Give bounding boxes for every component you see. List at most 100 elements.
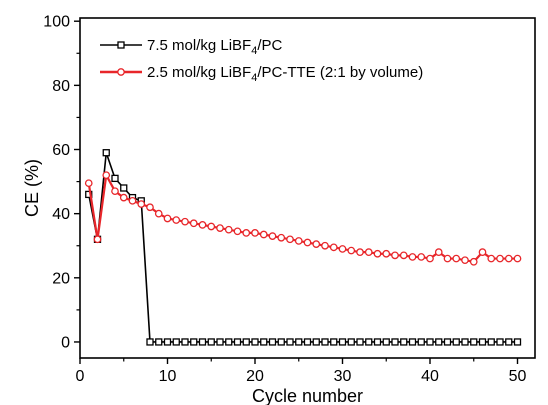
y-tick-label: 100 <box>43 14 70 31</box>
data-point <box>330 338 338 346</box>
data-point <box>408 253 417 261</box>
data-point <box>321 338 329 346</box>
y-tick-label: 80 <box>52 78 70 95</box>
data-point <box>347 246 356 255</box>
data-point <box>452 254 461 263</box>
data-point <box>356 248 364 257</box>
data-point <box>452 338 460 346</box>
data-point <box>137 200 146 208</box>
data-point <box>434 248 443 257</box>
data-point <box>216 224 224 232</box>
data-point <box>268 232 277 240</box>
data-point <box>443 338 452 346</box>
data-point <box>513 254 522 263</box>
data-point <box>233 338 242 346</box>
data-point <box>119 193 128 202</box>
data-point <box>154 209 163 218</box>
data-point <box>435 338 443 346</box>
data-point <box>172 216 181 224</box>
series-2 <box>84 171 522 266</box>
data-point <box>146 203 154 212</box>
data-point <box>242 229 251 237</box>
legend-label-part: /PC-TTE (2:1 by volume) <box>257 64 423 81</box>
data-point <box>85 190 93 199</box>
data-point <box>268 338 277 346</box>
legend-label: 2.5 mol/kg LiBF4/PC-TTE (2:1 by volume) <box>147 64 423 84</box>
data-point <box>312 338 320 346</box>
data-point <box>198 221 207 229</box>
data-point <box>356 338 364 346</box>
data-point <box>225 338 233 346</box>
legend-label-subscript: 4 <box>251 72 257 84</box>
data-point <box>347 338 355 346</box>
data-point <box>286 235 294 244</box>
x-tick-label: 30 <box>334 368 352 385</box>
data-point <box>181 338 189 346</box>
data-point <box>190 338 198 346</box>
data-point <box>163 214 172 223</box>
data-point <box>504 254 513 263</box>
data-point <box>417 338 425 346</box>
plot-frame <box>79 17 536 359</box>
data-point <box>329 243 338 252</box>
legend: 7.5 mol/kg LiBF4/PC2.5 mol/kg LiBF4/PC-T… <box>100 37 423 84</box>
data-point <box>216 338 224 346</box>
data-point <box>496 254 504 263</box>
legend-label-part: 2.5 mol/kg LiBF <box>147 64 251 81</box>
data-point <box>84 179 93 188</box>
data-point <box>312 240 321 248</box>
data-point <box>382 249 391 258</box>
legend-marker <box>117 41 125 49</box>
legend-label: 7.5 mol/kg LiBF4/PC <box>147 37 283 57</box>
data-point <box>364 248 373 257</box>
data-point <box>163 338 172 346</box>
data-point <box>181 217 189 226</box>
data-point <box>207 222 216 231</box>
data-point <box>93 235 102 244</box>
data-point <box>294 237 303 245</box>
data-point <box>303 238 312 247</box>
data-point <box>295 338 303 346</box>
data-point <box>111 187 119 196</box>
y-tick-label: 0 <box>61 334 70 351</box>
data-point <box>251 229 259 237</box>
data-point <box>338 338 347 346</box>
data-point <box>400 338 408 346</box>
data-point <box>338 245 347 253</box>
legend-entry: 2.5 mol/kg LiBF4/PC-TTE (2:1 by volume) <box>100 64 423 84</box>
data-point <box>102 149 110 157</box>
data-point <box>102 171 111 180</box>
data-point <box>321 241 329 250</box>
data-point <box>277 338 285 346</box>
series-line <box>87 151 518 343</box>
legend-label-part: 7.5 mol/kg LiBF <box>147 37 251 54</box>
data-point <box>365 338 373 346</box>
data-point <box>251 338 259 346</box>
data-point <box>224 225 233 234</box>
data-point <box>277 233 286 242</box>
data-point <box>513 338 522 346</box>
data-point <box>487 338 495 346</box>
data-point <box>146 338 154 346</box>
legend-label-part: /PC <box>257 37 282 54</box>
data-point <box>189 219 198 228</box>
legend-entry: 7.5 mol/kg LiBF4/PC <box>100 37 283 57</box>
data-point <box>470 338 478 346</box>
data-point <box>417 253 426 261</box>
y-axis-title: CE (%) <box>22 159 42 217</box>
x-tick-label: 50 <box>509 368 527 385</box>
data-point <box>172 338 180 346</box>
data-point <box>399 251 408 260</box>
x-tick-label: 10 <box>159 368 177 385</box>
data-point <box>242 338 250 346</box>
data-point <box>408 338 417 346</box>
x-axis-title: Cycle number <box>252 386 363 405</box>
data-point <box>207 338 215 346</box>
data-point <box>233 227 242 236</box>
data-point <box>469 257 478 266</box>
data-point <box>259 230 268 239</box>
data-point <box>373 338 382 346</box>
y-axis: 0 20 40 60 80 100 <box>43 14 80 351</box>
data-point <box>373 249 382 258</box>
